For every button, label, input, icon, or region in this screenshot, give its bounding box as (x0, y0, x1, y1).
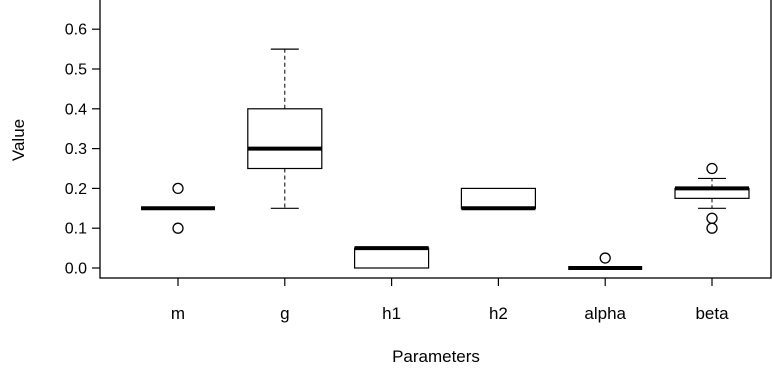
y-tick-label: 0.4 (65, 101, 87, 118)
box-h2 (460, 187, 536, 211)
y-tick-label: 0.3 (65, 141, 87, 158)
x-tick-label: beta (695, 304, 729, 323)
outlier-point (706, 162, 718, 175)
outlier-point (706, 212, 718, 224)
box-body (354, 247, 430, 269)
box-body (460, 187, 536, 209)
outlier-point (172, 222, 184, 234)
outlier-point (706, 222, 718, 234)
x-tick-label: g (280, 304, 289, 323)
outlier-point (172, 182, 184, 195)
plot-frame (99, 0, 772, 279)
y-tick-label: 0.2 (65, 181, 87, 198)
box-beta (674, 162, 750, 234)
y-tick-label: 0.5 (65, 62, 87, 79)
box-g (247, 48, 323, 209)
x-tick-label: h1 (382, 304, 401, 323)
x-tick-label: alpha (584, 304, 626, 323)
x-axis-title: Parameters (392, 347, 480, 366)
box-alpha (568, 252, 643, 270)
outlier-point (599, 252, 611, 264)
box-m (141, 182, 215, 234)
box-body (247, 108, 323, 170)
y-tick-label: 0.6 (65, 22, 87, 39)
y-tick-label: 0.1 (65, 221, 87, 238)
box-h1 (354, 246, 430, 269)
x-tick-label: m (171, 304, 185, 323)
y-tick-label: 0.0 (65, 261, 87, 278)
y-axis-title: Value (9, 119, 28, 161)
x-tick-label: h2 (489, 304, 508, 323)
